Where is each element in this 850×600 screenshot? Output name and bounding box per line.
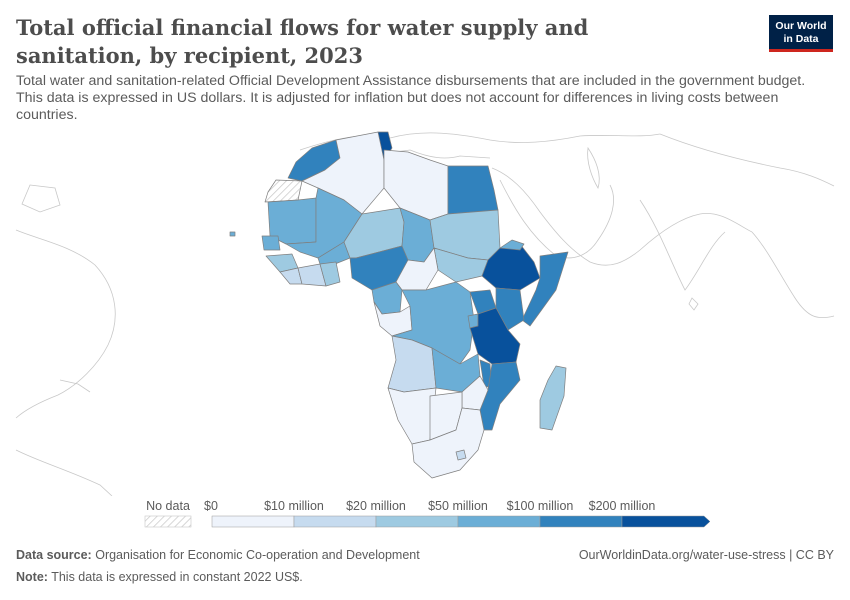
caspian-outline xyxy=(587,146,600,189)
legend-swatch-3[interactable] xyxy=(457,515,541,528)
country-eritrea-djibouti[interactable] xyxy=(499,239,525,251)
legend-tick-label-1: $10 million xyxy=(264,499,324,513)
footer-url[interactable]: OurWorldinData.org/water-use-stress | CC… xyxy=(578,548,834,562)
country-ghana[interactable] xyxy=(319,261,341,287)
south-america-outline xyxy=(15,449,113,496)
arabia-outline xyxy=(499,179,614,259)
caribbean-outline xyxy=(59,379,91,393)
legend-tick-label-0: $0 xyxy=(204,499,218,513)
country-western-sahara[interactable] xyxy=(264,179,303,203)
legend-tick-label-4: $100 million xyxy=(507,499,574,513)
logo-line-2: in Data xyxy=(783,33,819,45)
owid-logo[interactable]: Our World in Data xyxy=(769,15,833,52)
chart-title: Total official financial flows for water… xyxy=(16,15,589,68)
footer-source-row: Data source: Organisation for Economic C… xyxy=(16,548,834,562)
legend-swatch-4[interactable] xyxy=(539,515,623,528)
north-america-outline xyxy=(15,229,116,419)
country-kenya[interactable] xyxy=(495,287,525,331)
note-text: This data is expressed in constant 2022 … xyxy=(51,570,303,584)
country-rwanda-burundi[interactable] xyxy=(467,313,479,329)
southeast-asia-outline xyxy=(751,231,835,319)
source-label: Data source: xyxy=(16,548,92,562)
country-madagascar[interactable] xyxy=(539,365,567,431)
legend-tick-label-3: $50 million xyxy=(428,499,488,513)
note-label: Note: xyxy=(16,570,48,584)
africa-choropleth-map[interactable] xyxy=(0,128,850,496)
source-text[interactable]: Organisation for Economic Co-operation a… xyxy=(95,548,420,562)
color-legend: No data $0 $10 million $20 million $50 mill… xyxy=(144,499,711,528)
logo-line-1: Our World xyxy=(775,20,827,32)
legend-swatch-0[interactable] xyxy=(211,515,295,528)
country-egypt[interactable] xyxy=(447,165,499,215)
middle-east-outline xyxy=(491,167,753,266)
country-senegal[interactable] xyxy=(261,235,281,251)
country-somalia[interactable] xyxy=(521,251,569,327)
legend-tick-label-2: $20 million xyxy=(346,499,406,513)
greenland-outline xyxy=(21,184,61,213)
legend-no-data-label: No data xyxy=(146,499,190,513)
country-burkina-faso[interactable] xyxy=(317,241,351,267)
legend-tick-label-5: $200 million xyxy=(589,499,656,513)
country-lesotho[interactable] xyxy=(455,449,467,461)
logo-accent-bar xyxy=(769,49,833,52)
legend-bins: $0 $10 million $20 million $50 million $100 … xyxy=(204,499,711,528)
country-namibia[interactable] xyxy=(387,387,437,445)
legend-swatch-2[interactable] xyxy=(375,515,459,528)
footer-note-row: Note: This data is expressed in constant… xyxy=(16,570,834,584)
legend-swatch-1[interactable] xyxy=(293,515,377,528)
legend-no-data-swatch xyxy=(144,515,192,528)
country-south-africa[interactable] xyxy=(411,407,485,479)
country-cape-verde[interactable] xyxy=(229,231,236,237)
chart-subtitle: Total water and sanitation-related Offic… xyxy=(16,73,806,123)
sri-lanka-outline xyxy=(688,297,699,311)
india-outline xyxy=(639,199,726,291)
legend-swatch-5[interactable] xyxy=(621,515,711,528)
asia-north-outline xyxy=(659,133,835,187)
